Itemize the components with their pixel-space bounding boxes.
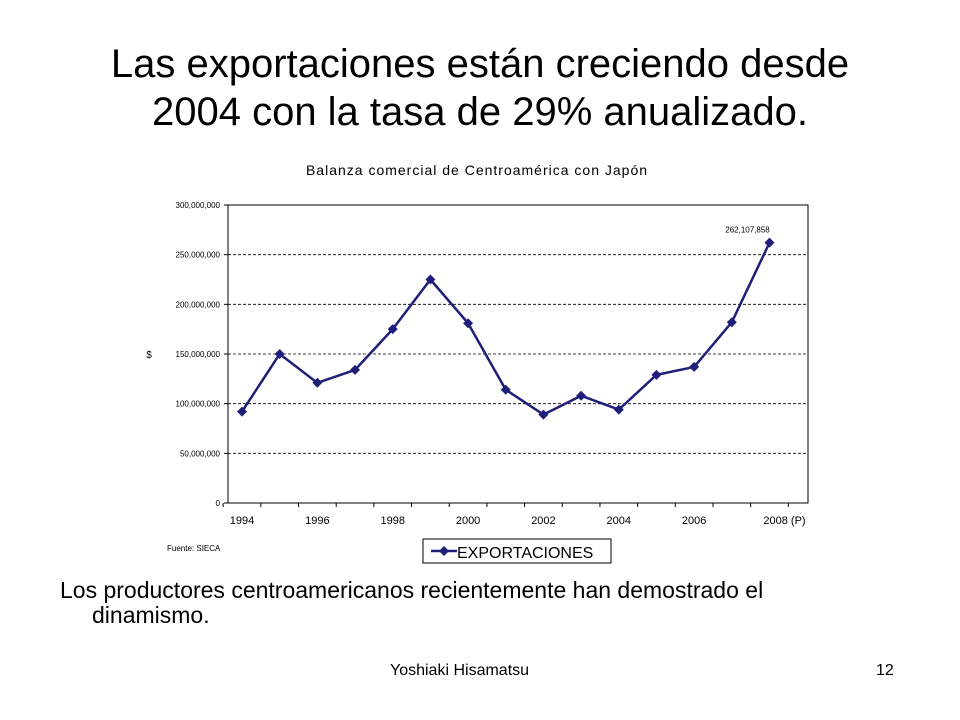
y-tick-label: 150,000,000 [176,350,221,359]
legend-label-exportaciones: EXPORTACIONES [457,545,593,562]
y-tick-label: 250,000,000 [176,251,221,260]
y-tick-label: 0 [216,499,221,508]
x-tick-label: 2000 [456,515,480,527]
y-tick-label: 300,000,000 [176,201,221,210]
x-tick-label: 2002 [531,515,555,527]
x-tick-label: 1994 [230,515,254,527]
x-tick-label: 1996 [305,515,329,527]
data-point-marker [274,349,285,359]
data-point-marker [651,369,662,380]
data-point-marker [538,409,549,420]
data-point-marker [726,317,737,328]
data-label-last-point: 262,107,858 [725,226,770,235]
body-text: Los productores centroamericanos recient… [60,578,920,628]
slide-title: Las exportaciones están creciendo desde … [40,40,920,136]
x-tick-label: 1998 [380,515,404,527]
chart-title: Balanza comercial de Centroamérica con J… [306,162,648,178]
x-tick-label: 2006 [682,515,706,527]
x-tick-label: 2004 [607,515,631,527]
data-point-marker [689,361,700,372]
y-tick-label: 100,000,000 [176,400,221,409]
axis-layer: 0 50,000,000 100,000,000 150,000,000 200,000… [176,201,809,527]
chart-container: Balanza comercial de Centroamérica con J… [140,155,830,565]
data-point-marker [576,390,587,401]
source-note: Fuente: SIECA [167,544,221,553]
body-text-line2: dinamismo. [92,602,210,628]
x-tick-label: 2008 (P) [763,515,805,527]
y-tick-label: 50,000,000 [180,449,221,458]
slide-title-line1: Las exportaciones están creciendo desde [110,42,850,86]
page-number: 12 [876,662,894,679]
series-layer: 262,107,858 [237,226,775,420]
y-axis-label: $ [146,350,152,361]
body-text-line1: Los productores centroamericanos recient… [60,577,764,603]
data-point-marker [425,274,436,285]
data-point-marker [500,384,511,395]
data-point-marker [350,364,361,375]
y-tick-label: 200,000,000 [176,300,221,309]
legend-diamond-marker [439,546,449,556]
data-point-marker [764,237,775,248]
plot-area-frame [227,204,809,504]
data-point-marker [237,406,247,417]
data-point-marker [463,318,474,329]
data-point-marker [387,324,398,335]
data-point-marker [613,404,624,415]
line-chart: Balanza comercial de Centroamérica con J… [146,162,809,564]
slide-title-line2: 2004 con la tasa de 29% anualizado. [151,90,809,134]
footer-author: Yoshiaki Hisamatsu [390,662,530,679]
chart-legend: EXPORTACIONES [422,538,612,564]
data-point-marker [312,377,323,388]
grid-layer [228,204,808,454]
